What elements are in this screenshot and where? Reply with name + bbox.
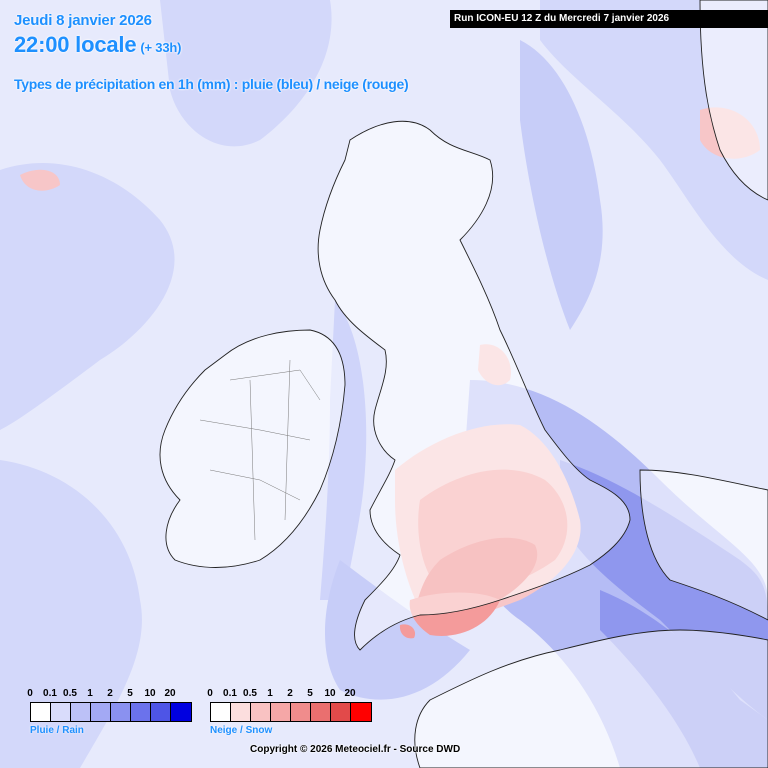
rain-area-southwest: [325, 560, 470, 700]
legend-rain-swatches: [30, 702, 192, 722]
legend-tick: 20: [344, 688, 356, 699]
legend-rain-label: Pluie / Rain: [30, 725, 84, 736]
forecast-date: Jeudi 8 janvier 2026: [14, 12, 152, 29]
legend-swatch: [31, 703, 51, 721]
land-masses: [159, 0, 768, 768]
forecast-time: 22:00 locale (+ 33h): [14, 32, 181, 58]
legend-tick: 0.5: [243, 688, 257, 699]
scandinavia-outline: [699, 0, 768, 201]
legend-swatch: [71, 703, 91, 721]
rain-area-west: [0, 163, 175, 430]
run-banner: Run ICON-EU 12 Z du Mercredi 7 janvier 2…: [450, 10, 768, 28]
legend-swatch: [91, 703, 111, 721]
legend-tick: 10: [324, 688, 336, 699]
legend-swatch: [231, 703, 251, 721]
legend-swatch: [331, 703, 351, 721]
legend-swatch: [271, 703, 291, 721]
internal-boundaries: [199, 359, 321, 541]
legend-swatch: [211, 703, 231, 721]
legend-swatch: [311, 703, 331, 721]
great-britain-outline: [317, 120, 631, 651]
legend-snow: 0 0.1 0.5 1 2 5 10 20 Neige / Snow: [207, 688, 380, 736]
snow-spot-channel: [399, 624, 416, 639]
legend-swatch: [131, 703, 151, 721]
legend-rain: 0 0.1 0.5 1 2 5 10 20 Pluie / Rain: [27, 688, 200, 736]
legend-rain-ticks: 0 0.1 0.5 1 2 5 10 20: [27, 688, 200, 702]
legend-tick: 1: [267, 688, 273, 699]
legend-swatch: [251, 703, 271, 721]
legend-swatch: [111, 703, 131, 721]
legend-snow-swatches: [210, 702, 372, 722]
copyright-text: Copyright © 2026 Meteociel.fr - Source D…: [250, 744, 461, 755]
legend-tick: 2: [107, 688, 113, 699]
forecast-time-value: 22:00 locale: [14, 32, 137, 57]
snow-spot-northwest: [20, 169, 60, 191]
rain-area-atlantic: [0, 460, 142, 768]
legend-snow-label: Neige / Snow: [210, 725, 273, 736]
legend-swatch: [171, 703, 191, 721]
rain-area-north: [160, 0, 332, 147]
forecast-offset: (+ 33h): [140, 40, 182, 55]
legend-tick: 0.1: [223, 688, 237, 699]
legend-snow-ticks: 0 0.1 0.5 1 2 5 10 20: [207, 688, 380, 702]
legend-tick: 0.5: [63, 688, 77, 699]
legend-swatch: [51, 703, 71, 721]
legend-tick: 20: [164, 688, 176, 699]
continent-northeast: [639, 469, 768, 621]
legend-swatch: [291, 703, 311, 721]
legend-tick: 0: [207, 688, 213, 699]
legend-tick: 0.1: [43, 688, 57, 699]
rain-area-north-sea: [520, 40, 603, 330]
legend-tick: 2: [287, 688, 293, 699]
france-outline: [414, 629, 768, 768]
legend-swatch: [351, 703, 371, 721]
legend-swatch: [151, 703, 171, 721]
ireland-outline: [159, 329, 346, 568]
legend-tick: 1: [87, 688, 93, 699]
legend-tick: 10: [144, 688, 156, 699]
legend-tick: 5: [127, 688, 133, 699]
map-subtitle: Types de précipitation en 1h (mm) : plui…: [14, 76, 409, 92]
legend-tick: 0: [27, 688, 33, 699]
legend-tick: 5: [307, 688, 313, 699]
